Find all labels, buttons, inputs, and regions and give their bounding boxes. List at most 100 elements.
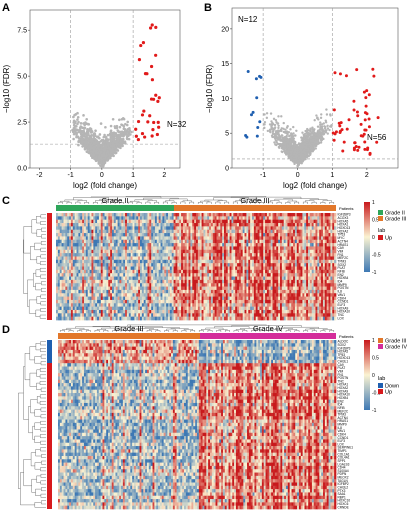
x-tick-label: -2 <box>36 172 42 179</box>
dendrogram-branch <box>285 202 291 204</box>
dendrogram-branch <box>276 202 282 204</box>
grade-ii-bar-c <box>56 205 174 211</box>
point-ns <box>103 133 106 137</box>
point-ns <box>273 123 277 127</box>
point-ns <box>298 144 302 148</box>
point-up <box>151 127 155 132</box>
dendrogram-branch <box>66 202 72 204</box>
point-ns <box>104 125 107 129</box>
dendrogram-branch <box>154 202 159 204</box>
point-ns <box>314 144 317 148</box>
point-ns <box>79 122 83 125</box>
x-tick-label: 0 <box>296 172 300 179</box>
annotation-n32: N=32 <box>167 120 187 129</box>
x-tick-label: 1 <box>131 172 135 179</box>
point-ns <box>277 124 280 127</box>
point-ns <box>314 147 318 150</box>
point-up <box>367 93 371 97</box>
y-tick-label: 20 <box>221 26 229 33</box>
point-ns <box>103 141 106 144</box>
point-up <box>134 134 138 138</box>
point-ns <box>313 128 316 131</box>
x-axis-label-a: log2 (fold change) <box>73 181 137 190</box>
point-ns <box>120 142 124 146</box>
point-up <box>134 127 138 131</box>
point-ns <box>120 123 123 126</box>
point-ns <box>323 125 326 128</box>
point-up <box>355 110 359 114</box>
point-ns <box>80 141 84 144</box>
point-ns <box>265 112 269 115</box>
y-axis-label-a: −log10 (FDR) <box>2 65 11 114</box>
point-up <box>145 72 149 76</box>
point-up <box>356 148 360 152</box>
dendrogram-branch <box>41 241 46 245</box>
point-ns <box>99 122 103 125</box>
point-ns <box>84 121 87 124</box>
dendrogram-branch <box>75 201 81 204</box>
point-ns <box>280 146 284 150</box>
point-ns <box>289 139 292 143</box>
panel-label-c: C <box>2 195 10 207</box>
point-ns <box>81 130 85 133</box>
dendrogram-branch <box>224 201 229 204</box>
point-ns <box>90 130 94 134</box>
point-ns <box>297 156 300 160</box>
point-ns <box>326 124 329 128</box>
heatmap-cell <box>334 259 337 264</box>
point-ns <box>298 153 301 156</box>
annotation-title-c: Patients <box>339 206 353 211</box>
point-ns <box>76 115 80 119</box>
point-up <box>157 125 161 129</box>
panel-label-a: A <box>2 2 10 14</box>
dendrogram-branch <box>163 201 168 204</box>
point-ns <box>110 154 114 157</box>
dendrogram-branch <box>40 294 46 299</box>
point-ns <box>269 112 273 115</box>
x-tick-label: 2 <box>162 172 166 179</box>
point-up <box>154 93 158 97</box>
point-up <box>148 114 152 118</box>
dendrogram-branch <box>35 309 41 317</box>
point-up <box>376 116 380 120</box>
point-ns <box>320 113 323 116</box>
dendrogram-branch <box>34 242 42 250</box>
dendrogram-branch <box>311 202 317 204</box>
dendrogram-branch <box>127 201 133 204</box>
heatmap-cell <box>334 256 337 261</box>
y-tick-label: 0.0 <box>17 166 27 173</box>
dendrogram-branch <box>322 200 332 203</box>
y-tick-label: 2.5 <box>17 120 27 127</box>
x-tick-label: -1 <box>68 172 74 179</box>
point-up <box>334 130 338 134</box>
point-ns <box>110 132 113 135</box>
points-a <box>71 23 161 169</box>
dendrogram-branch <box>274 198 293 201</box>
point-ns <box>328 125 332 128</box>
annotation-n56: N=56 <box>367 133 387 142</box>
point-ns <box>98 133 102 136</box>
point-ns <box>122 117 126 121</box>
point-ns <box>72 137 75 141</box>
point-ns <box>276 122 279 125</box>
point-up <box>332 108 336 112</box>
point-ns <box>301 131 304 134</box>
point-ns <box>325 108 328 111</box>
point-up <box>368 152 372 156</box>
point-up <box>137 57 142 62</box>
point-ns <box>122 124 126 128</box>
point-ns <box>113 145 116 149</box>
point-ns <box>319 116 323 120</box>
point-ns <box>96 144 100 148</box>
dendrogram-branch <box>40 254 46 259</box>
point-ns <box>311 146 314 150</box>
point-ns <box>283 149 286 152</box>
point-ns <box>297 163 300 166</box>
point-ns <box>115 148 119 152</box>
dendrogram-branch <box>303 201 308 204</box>
point-up <box>154 53 158 57</box>
point-down <box>256 125 260 129</box>
point-up <box>136 137 140 142</box>
point-up <box>345 127 349 131</box>
point-up <box>352 99 356 103</box>
